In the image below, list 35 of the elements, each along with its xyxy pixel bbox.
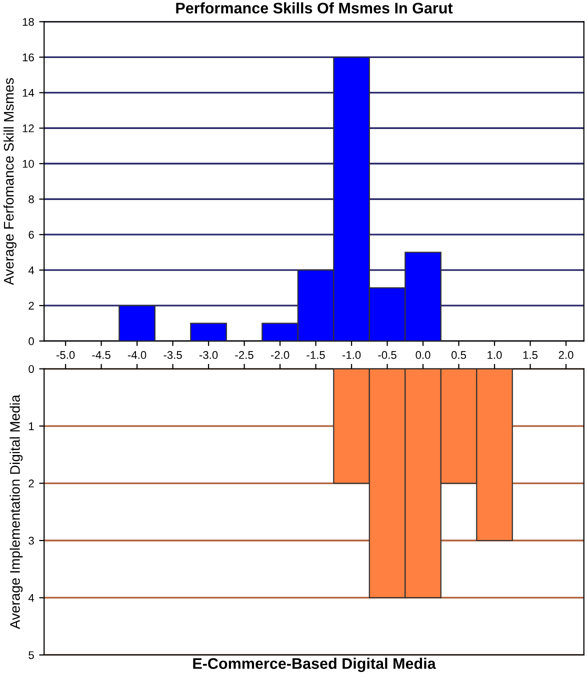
x-tick-label: 0.5 [451,351,466,359]
y-tick-label: 4 [28,594,34,602]
x-tick-label: -1.5 [306,351,325,359]
y-tick-label: 4 [28,266,34,274]
y-tick-label: 3 [28,536,34,545]
x-tick-label: -2.5 [235,351,254,359]
x-tick-label: -4.5 [92,351,110,359]
x-tick-label: -4.0 [128,351,146,359]
y-tick-label: 8 [28,195,34,204]
x-tick-label: 1.5 [523,351,538,359]
y-tick-label: 0 [28,365,34,373]
y-tick-label: 12 [22,124,34,132]
y-axis-title: Average Implementation Digital Media [10,394,23,630]
x-tick-label: -5.0 [56,351,75,359]
y-tick-label: 1 [29,422,34,430]
y-tick-label: 16 [22,53,34,62]
x-tick-label: 1.0 [488,351,502,359]
x-tick-label: -0.5 [378,351,396,359]
chart-title: Performance Skills Of Msmes In Garut [176,2,453,14]
x-tick-label: 2.0 [558,351,574,359]
y-tick-label: 18 [22,18,34,26]
x-tick-label: -3.5 [164,351,182,359]
x-tick-label: -3.0 [199,351,218,359]
y-tick-label: 6 [28,230,34,239]
x-tick-label: -2.0 [270,351,290,359]
y-tick-label: 10 [22,160,34,168]
x-tick-label: -1.0 [342,351,361,359]
x-tick-label: 0.0 [416,351,430,359]
y-tick-label: 5 [28,651,34,660]
y-tick-label: 0 [28,337,34,346]
y-axis-title: Average Ferfomance Skill Msmes [4,78,16,286]
x-axis-title: E-Commerce-Based Digital Media [193,658,436,672]
y-tick-label: 14 [22,89,34,97]
y-tick-label: 2 [28,302,34,310]
y-tick-label: 2 [28,480,34,488]
